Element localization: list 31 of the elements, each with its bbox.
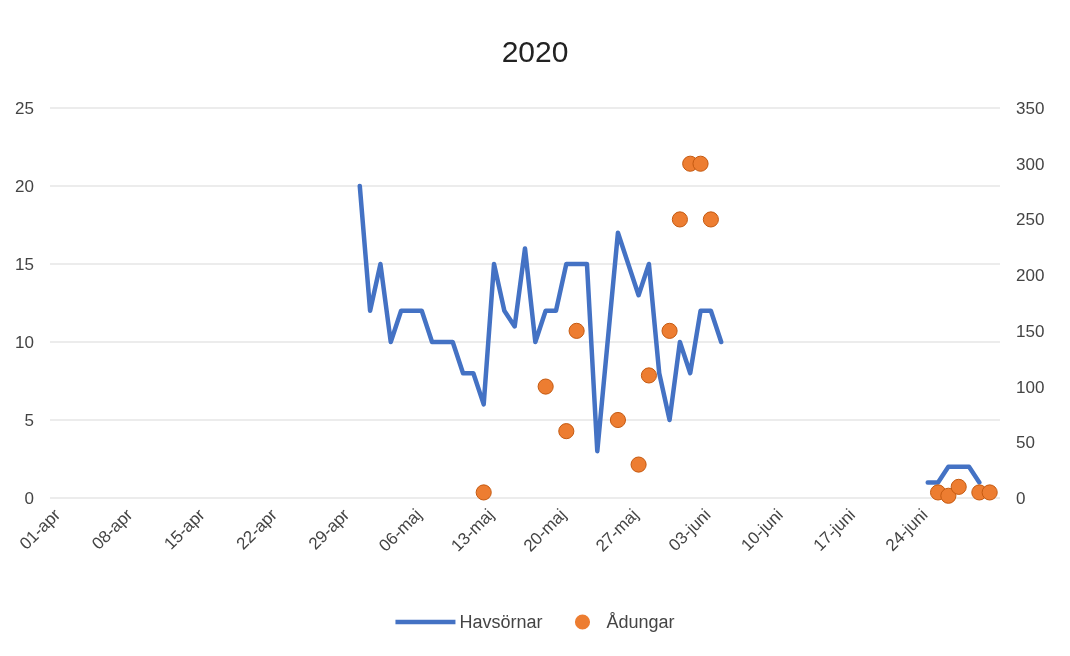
point (630, 456, 647, 473)
y2-tick-label: 150 (1016, 321, 1045, 341)
y2-tick-label: 250 (1016, 210, 1045, 230)
y2-tick-label: 200 (1016, 266, 1045, 286)
y-tick-label: 20 (15, 176, 34, 196)
y-tick-label: 10 (15, 332, 34, 352)
y2-tick-label: 50 (1016, 433, 1035, 453)
legend-label: Havsörnar (459, 612, 543, 632)
legend-label: Ådungar (606, 612, 675, 632)
y-tick-label: 0 (24, 488, 34, 508)
point (640, 367, 657, 384)
y-tick-label: 15 (15, 254, 34, 274)
point (537, 378, 554, 395)
y2-tick-label: 350 (1016, 98, 1045, 118)
point (475, 484, 492, 501)
y2-tick-label: 300 (1016, 154, 1045, 174)
y2-tick-label: 100 (1016, 377, 1045, 397)
point (609, 411, 626, 429)
point (950, 478, 967, 495)
point (702, 211, 719, 228)
y-tick-label: 25 (15, 98, 34, 118)
point (940, 487, 957, 504)
point (692, 155, 709, 172)
chart-title: 2020 (501, 35, 569, 68)
point (558, 423, 575, 440)
point (671, 211, 688, 228)
point (981, 484, 998, 501)
point (661, 322, 678, 339)
y-tick-label: 5 (24, 410, 34, 430)
point (568, 322, 585, 339)
y2-tick-label: 0 (1016, 488, 1026, 508)
